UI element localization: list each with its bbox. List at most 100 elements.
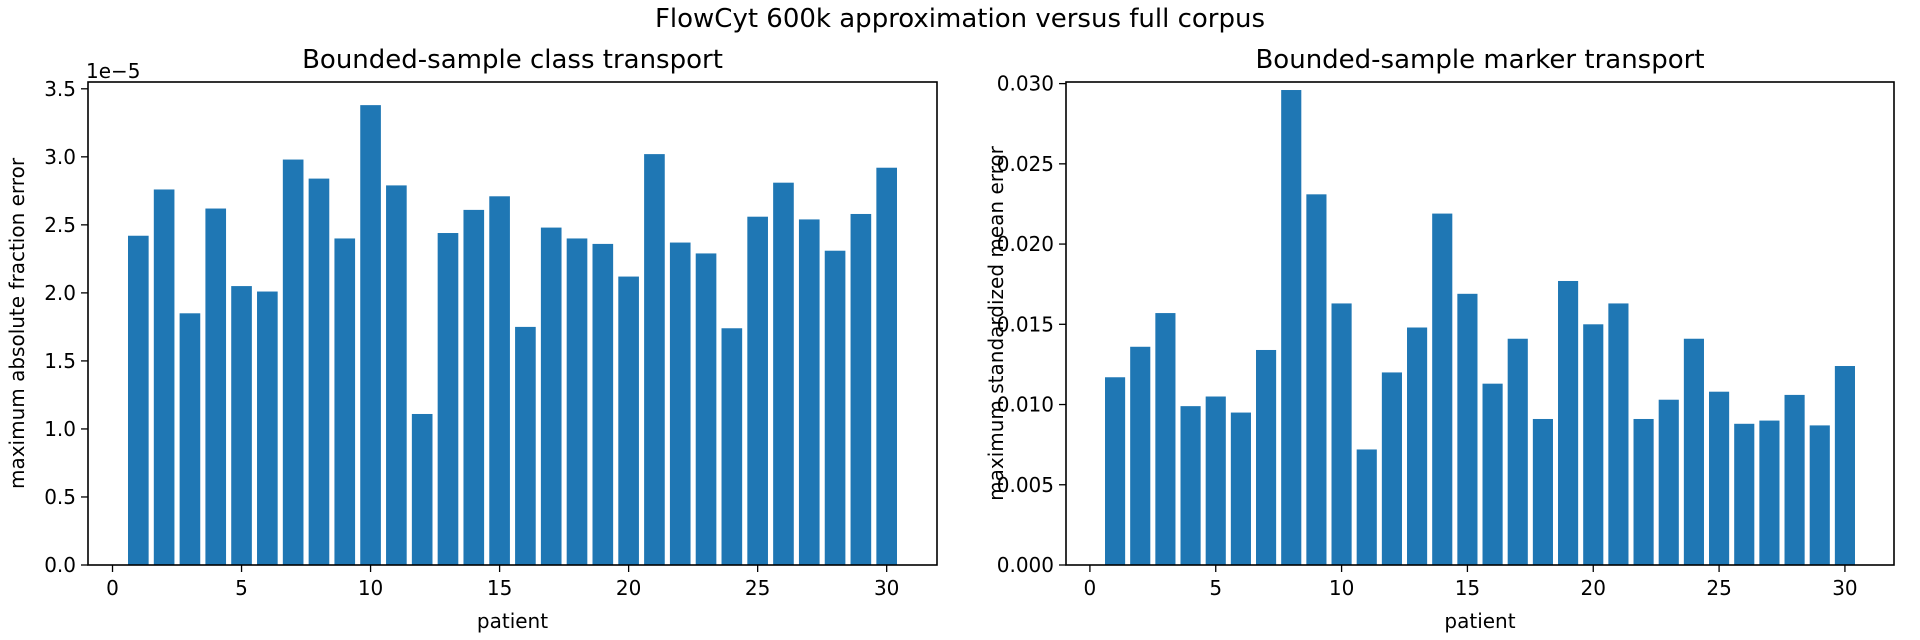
x-tick-label: 10 (1329, 576, 1354, 600)
bar-patient-26 (1734, 423, 1755, 565)
bar-patient-2 (153, 189, 175, 566)
bar-patient-25 (1709, 391, 1730, 565)
bar-patient-29 (1809, 425, 1830, 565)
bar-patient-6 (1230, 412, 1251, 565)
bar-patient-5 (1205, 396, 1226, 565)
x-tick-label: 20 (1581, 576, 1606, 600)
axes-frame (87, 81, 938, 566)
panel-marker-transport: 0 5 10 15 20 25 30 0.000 0.005 0.010 0.015 0.020 0.0… (984, 45, 1895, 633)
bar-patient-28 (1784, 394, 1805, 565)
bar-patient-13 (1407, 327, 1428, 565)
x-axis-label: patient (1444, 609, 1515, 633)
x-tick-label: 25 (745, 576, 770, 600)
y-tick-label: 0.5 (44, 485, 76, 509)
bar-patient-8 (308, 178, 330, 565)
bar-patient-8 (1281, 90, 1302, 566)
x-tick-label: 15 (487, 576, 512, 600)
x-tick-label: 10 (358, 576, 383, 600)
bar-patient-17 (1507, 338, 1528, 565)
x-tick-label: 20 (616, 576, 641, 600)
bar-patient-18 (566, 238, 588, 565)
bar-patient-14 (463, 209, 485, 565)
bar-patient-12 (411, 413, 433, 565)
y-tick-label: 0.020 (997, 232, 1054, 256)
bar-patient-9 (1306, 194, 1327, 565)
chart-title: Bounded-sample marker transport (1255, 45, 1704, 75)
bar-patient-12 (1381, 372, 1402, 565)
bar-patient-3 (1155, 313, 1176, 565)
bar-patient-11 (1356, 449, 1377, 565)
bar-patient-15 (1457, 293, 1478, 565)
bar-patient-21 (1608, 303, 1629, 565)
x-tick-label: 25 (1706, 576, 1731, 600)
y-tick-label: 0.010 (997, 393, 1054, 417)
bar-patient-10 (360, 105, 381, 565)
y-offset-label: 1e−5 (86, 59, 141, 83)
bar-patient-21 (644, 154, 665, 566)
bar-patient-1 (1105, 377, 1126, 565)
bar-patient-6 (257, 291, 278, 565)
y-tick-label: 0.005 (997, 473, 1054, 497)
panel-class-transport: 0 5 10 15 20 25 30 0.0 0.5 1.0 1.5 2.0 2.5 3.0 3.5 Boun… (5, 45, 938, 633)
y-tick-label: 1.5 (44, 349, 76, 373)
y-axis-label: maximum absolute fraction error (5, 157, 29, 489)
x-tick-label: 0 (106, 576, 119, 600)
bar-patient-13 (437, 233, 459, 565)
bar-patient-23 (695, 253, 717, 565)
figure-suptitle: FlowCyt 600k approximation versus full c… (655, 4, 1265, 34)
bar-patient-4 (1180, 406, 1201, 565)
bar-patient-17 (540, 227, 562, 565)
bar-patient-30 (1834, 366, 1855, 565)
bar-patient-27 (798, 219, 820, 566)
bar-patient-15 (489, 196, 510, 566)
y-tick-label: 0.025 (997, 152, 1054, 176)
chart-title: Bounded-sample class transport (302, 45, 723, 75)
x-tick-label: 30 (1832, 576, 1857, 600)
y-tick-label: 2.5 (44, 213, 76, 237)
bar-patient-10 (1331, 303, 1352, 565)
y-tick-label: 2.0 (44, 281, 76, 305)
bar-patient-26 (773, 182, 794, 565)
y-tick-label: 0.000 (997, 553, 1054, 577)
y-tick-label: 0.0 (44, 553, 76, 577)
bar-patient-25 (747, 216, 768, 565)
y-tick-label: 1.0 (44, 417, 76, 441)
bar-patient-28 (824, 250, 846, 565)
bar-patient-16 (515, 326, 536, 565)
bar-patient-1 (128, 235, 149, 566)
bar-patient-19 (592, 243, 614, 565)
bar-patient-18 (1532, 418, 1553, 565)
bar-patient-3 (179, 313, 201, 565)
bar-patient-11 (386, 185, 407, 565)
x-tick-label: 5 (1209, 576, 1222, 600)
bar-patient-22 (669, 242, 691, 566)
bar-patient-20 (1583, 324, 1604, 565)
bar-patient-4 (205, 208, 227, 565)
bar-patient-20 (618, 276, 639, 565)
bar-patient-29 (850, 213, 872, 565)
x-tick-label: 0 (1084, 576, 1097, 600)
y-tick-label: 3.5 (44, 77, 76, 101)
x-tick-label: 15 (1455, 576, 1480, 600)
bar-patient-24 (721, 328, 743, 565)
y-tick-label: 3.0 (44, 145, 76, 169)
bar-patient-23 (1658, 399, 1679, 565)
axes-frame (1065, 81, 1895, 566)
bar-patient-7 (1256, 349, 1277, 565)
bar-patient-30 (876, 167, 897, 565)
bar-patient-7 (282, 159, 304, 566)
y-tick-label: 0.015 (997, 312, 1054, 336)
x-axis-label: patient (477, 609, 548, 633)
x-tick-label: 5 (235, 576, 248, 600)
bar-patient-9 (334, 238, 356, 565)
bar-patient-19 (1558, 280, 1579, 565)
bar-patient-24 (1683, 338, 1704, 565)
y-axis-label: maximum standardized mean error (984, 145, 1008, 501)
bar-patient-16 (1482, 383, 1503, 565)
bar-patient-5 (231, 286, 252, 565)
x-tick-label: 30 (874, 576, 899, 600)
y-tick-label: 0.030 (997, 72, 1054, 96)
bar-patient-27 (1759, 420, 1780, 565)
